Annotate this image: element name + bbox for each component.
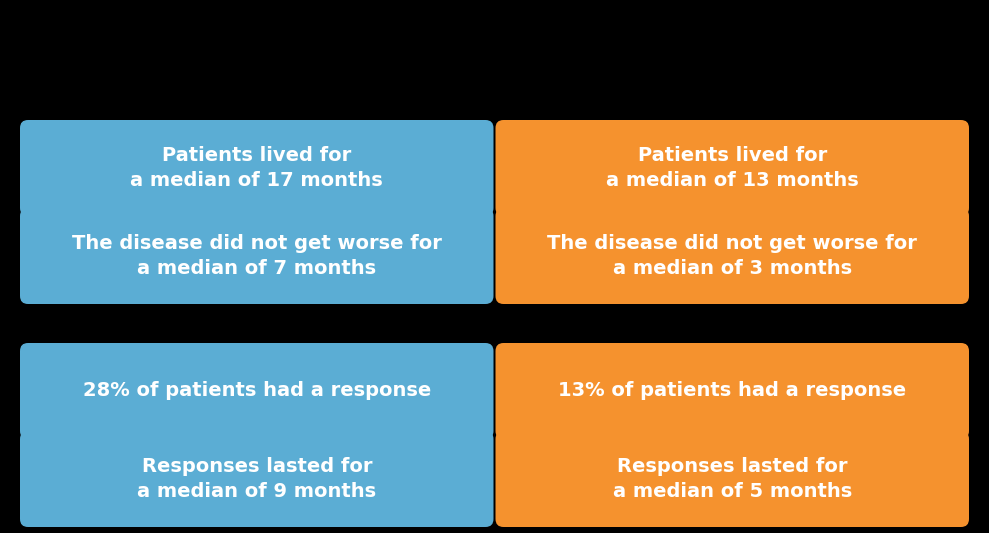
Text: The disease did not get worse for
a median of 7 months: The disease did not get worse for a medi…: [72, 234, 442, 278]
FancyBboxPatch shape: [495, 120, 969, 216]
Text: Responses lasted for
a median of 9 months: Responses lasted for a median of 9 month…: [137, 457, 376, 501]
FancyBboxPatch shape: [20, 208, 494, 304]
Text: Patients lived for
a median of 13 months: Patients lived for a median of 13 months: [606, 146, 858, 190]
Text: 13% of patients had a response: 13% of patients had a response: [558, 382, 906, 400]
FancyBboxPatch shape: [495, 431, 969, 527]
Text: Patients lived for
a median of 17 months: Patients lived for a median of 17 months: [131, 146, 383, 190]
Text: Responses lasted for
a median of 5 months: Responses lasted for a median of 5 month…: [612, 457, 852, 501]
FancyBboxPatch shape: [495, 343, 969, 439]
FancyBboxPatch shape: [20, 120, 494, 216]
FancyBboxPatch shape: [20, 431, 494, 527]
FancyBboxPatch shape: [20, 343, 494, 439]
FancyBboxPatch shape: [495, 208, 969, 304]
Text: The disease did not get worse for
a median of 3 months: The disease did not get worse for a medi…: [547, 234, 917, 278]
Text: 28% of patients had a response: 28% of patients had a response: [83, 382, 431, 400]
